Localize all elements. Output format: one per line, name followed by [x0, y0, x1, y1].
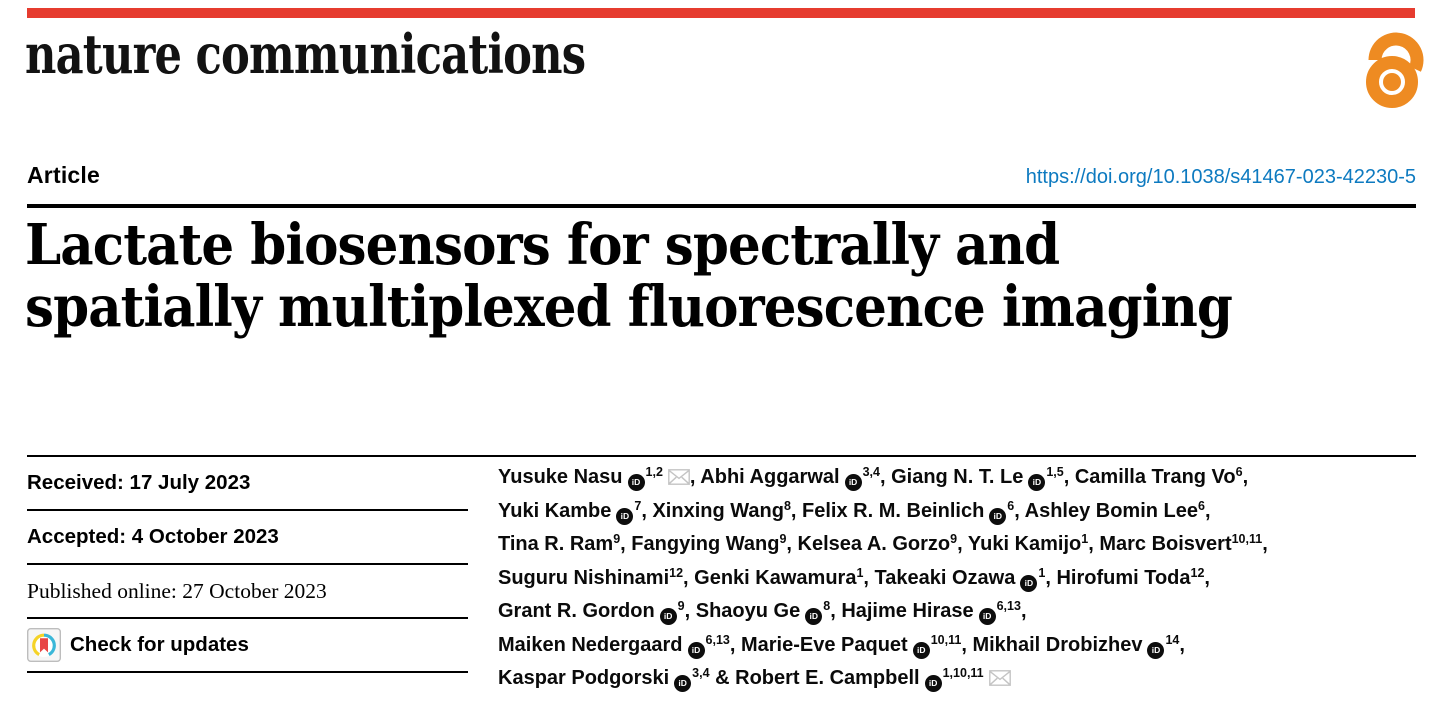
affiliation-superscript: 6: [1007, 498, 1015, 513]
affiliation-superscript: 8: [823, 599, 831, 614]
author-name: Camilla Trang Vo: [1074, 466, 1236, 488]
author-name: Marie-Eve Paquet: [740, 633, 908, 656]
author-name: Kelsea A. Gorzo: [797, 533, 951, 555]
author-line: Yuki Kambe iD7, Xinxing Wang8, Felix R. M…: [498, 495, 1428, 529]
paper-title: Lactate biosensors for spectrally and sp…: [25, 214, 1313, 338]
meta-row: Received: 17 July 2023: [27, 457, 468, 511]
orcid-icon[interactable]: iD: [1028, 474, 1046, 491]
author-name: Yuki Kamijo: [967, 533, 1082, 555]
author-name: Marc Boisvert: [1099, 533, 1232, 555]
author-name: Maiken Nedergaard: [498, 633, 683, 656]
orcid-icon[interactable]: iD: [687, 641, 705, 659]
author-line: Grant R. Gordon iD9, Shaoyu Ge iD8, Hajime…: [498, 595, 1428, 629]
affiliation-superscript: 9: [613, 532, 621, 547]
journal-brand-bar: [27, 8, 1415, 18]
affiliation-superscript: 12: [669, 565, 684, 580]
meta-row: Published online: 27 October 2023: [27, 565, 468, 619]
affiliation-superscript: 6,13: [705, 632, 730, 647]
orcid-icon[interactable]: iD: [912, 641, 930, 659]
orcid-icon[interactable]: iD: [1020, 574, 1038, 592]
meta-label: Accepted: 4 October 2023: [27, 525, 279, 548]
paper-title-line-2: spatially multiplexed fluorescence imagi…: [25, 274, 1233, 340]
affiliation-superscript: 9: [950, 532, 958, 547]
affiliation-superscript: 1,2: [645, 465, 663, 480]
author-name: Giang N. T. Le: [891, 466, 1024, 488]
affiliation-superscript: 3,4: [862, 465, 880, 480]
author-name: Grant R. Gordon: [498, 600, 655, 622]
paper-title-line-1: Lactate biosensors for spectrally and: [25, 212, 1060, 278]
author-line: Maiken Nedergaard iD6,13, Marie-Eve Paque…: [498, 629, 1428, 663]
orcid-icon[interactable]: iD: [616, 507, 634, 525]
affiliation-superscript: 6: [1235, 465, 1243, 480]
author-line: Suguru Nishinami12, Genki Kawamura1, Tak…: [498, 562, 1428, 596]
author-name: Tina R. Ram: [498, 533, 614, 555]
affiliation-superscript: 1: [1081, 532, 1089, 547]
author-line: Yusuke Nasu iD1,2, Abhi Aggarwal iD3,4, Gi…: [498, 461, 1428, 495]
author-line: Tina R. Ram9, Fangying Wang9, Kelsea A. …: [498, 532, 1268, 555]
affiliation-superscript: 6: [1198, 498, 1205, 513]
affiliation-superscript: 14: [1165, 632, 1180, 647]
author-name: Shaoyu Ge: [695, 600, 801, 622]
affiliation-superscript: 1,10,11: [942, 666, 984, 681]
affiliation-superscript: 1: [856, 565, 864, 580]
affiliation-superscript: 9: [677, 599, 685, 614]
envelope-icon[interactable]: [988, 670, 1011, 686]
meta-label: Received: 17 July 2023: [27, 471, 251, 494]
crossmark-icon: [27, 628, 61, 662]
author-name: Robert E. Campbell: [735, 667, 920, 689]
affiliation-superscript: 3,4: [692, 666, 710, 681]
article-type-label: Article: [27, 162, 100, 188]
envelope-icon[interactable]: [668, 469, 690, 485]
author-name: Ashley Bomin Lee: [1024, 499, 1199, 522]
check-updates-label: Check for updates: [70, 633, 249, 656]
author-name: Takeaki Ozawa: [874, 566, 1016, 589]
affiliation-superscript: 7: [634, 498, 642, 513]
affiliation-superscript: 6,13: [996, 599, 1021, 614]
author-name: Yusuke Nasu: [498, 466, 623, 488]
orcid-icon[interactable]: iD: [1147, 641, 1165, 659]
article-dates-column: Received: 17 July 2023 Accepted: 4 Octobe…: [27, 457, 468, 673]
author-name: Hajime Hirase: [841, 600, 974, 622]
author-list: Yusuke Nasu iD1,2, Abhi Aggarwal iD3,4, Gi…: [498, 461, 1428, 696]
author-name: Genki Kawamura: [694, 566, 857, 589]
orcid-icon[interactable]: iD: [674, 675, 692, 692]
author-name: Abhi Aggarwal: [700, 466, 840, 488]
author-name: Felix R. M. Beinlich: [802, 499, 985, 522]
author-name: Fangying Wang: [631, 533, 780, 555]
orcid-icon[interactable]: iD: [989, 507, 1007, 525]
orcid-icon[interactable]: iD: [659, 608, 677, 625]
author-name: Kaspar Podgorski: [498, 667, 670, 689]
open-access-lock-icon: [1366, 32, 1424, 108]
orcid-icon[interactable]: iD: [805, 608, 823, 625]
author-name: Xinxing Wang: [652, 499, 784, 522]
content-top-rule: [27, 455, 1416, 457]
orcid-icon[interactable]: iD: [844, 474, 862, 491]
affiliation-superscript: 12: [1190, 565, 1205, 580]
affiliation-superscript: 10,11: [930, 632, 962, 647]
author-name: Yuki Kambe: [498, 499, 612, 522]
author-name: Hirofumi Toda: [1056, 566, 1191, 589]
orcid-icon[interactable]: iD: [627, 474, 645, 491]
meta-label: Published online: 27 October 2023: [27, 578, 327, 603]
affiliation-superscript: 10,11: [1231, 532, 1263, 547]
author-name: Mikhail Drobizhev: [972, 633, 1143, 656]
affiliation-superscript: 8: [783, 498, 791, 513]
orcid-icon[interactable]: iD: [978, 608, 996, 625]
check-for-updates-badge[interactable]: Check for updates: [27, 619, 468, 673]
journal-logo: nature communications: [25, 22, 586, 86]
orcid-icon[interactable]: iD: [924, 675, 942, 692]
affiliation-superscript: 1,5: [1046, 465, 1064, 480]
author-name: Suguru Nishinami: [498, 566, 670, 589]
meta-row: Accepted: 4 October 2023: [27, 511, 468, 565]
affiliation-superscript: 1: [1038, 565, 1046, 580]
header-divider: [27, 204, 1416, 208]
author-line: Kaspar Podgorski iD3,4 & Robert E. Campbe…: [498, 662, 1428, 696]
doi-link[interactable]: https://doi.org/10.1038/s41467-023-42230…: [1025, 166, 1416, 188]
affiliation-superscript: 9: [779, 532, 787, 547]
article-header-row: Article https://doi.org/10.1038/s41467-0…: [27, 162, 1416, 189]
